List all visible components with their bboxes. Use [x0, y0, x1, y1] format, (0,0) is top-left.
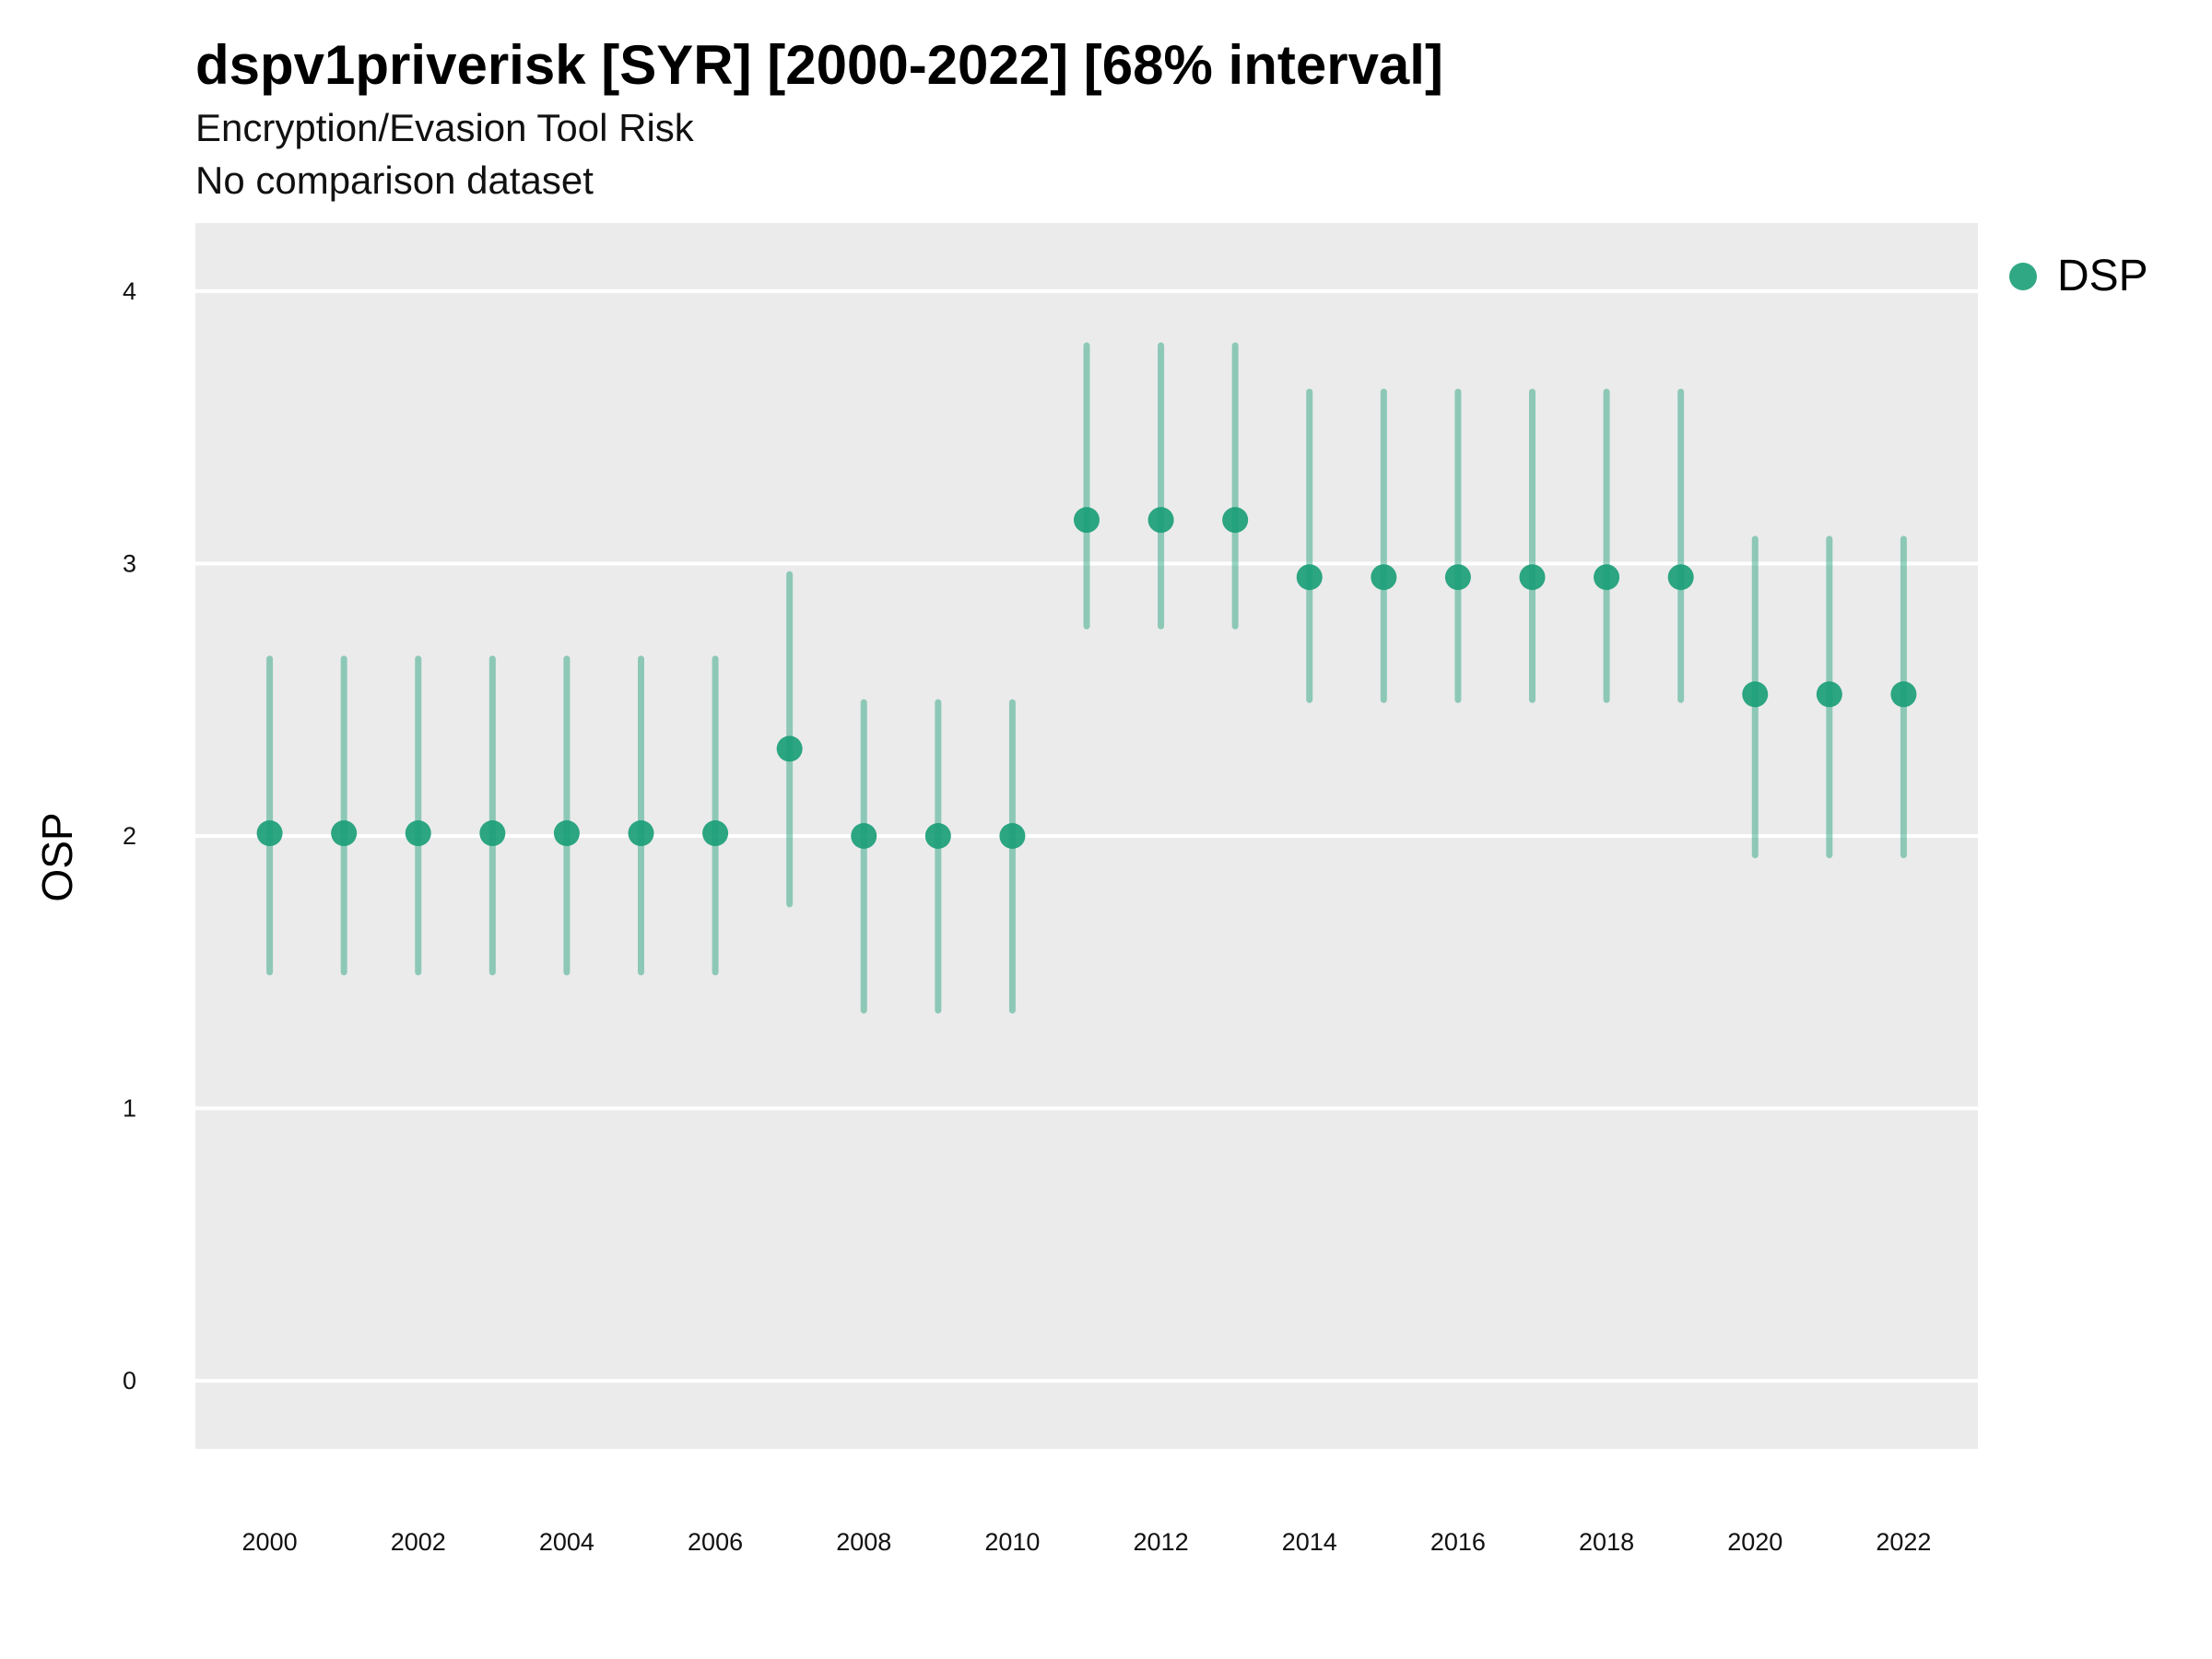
x-tick-label: 2006	[688, 1528, 743, 1556]
data-points	[256, 507, 1917, 849]
x-tick-label: 2008	[836, 1528, 891, 1556]
legend-key-dsp	[2009, 262, 2037, 290]
data-point	[702, 820, 729, 847]
data-point	[1890, 681, 1917, 708]
y-tick-labels: 0 1 2 3 4	[123, 277, 136, 1394]
data-point	[999, 823, 1026, 849]
y-axis-label: OSP	[33, 812, 81, 901]
x-tick-label: 2002	[391, 1528, 446, 1556]
data-point	[1296, 564, 1323, 591]
data-point	[1371, 564, 1397, 591]
x-tick-label: 2014	[1282, 1528, 1337, 1556]
y-tick-label: 1	[123, 1095, 136, 1123]
x-tick-label: 2010	[984, 1528, 1040, 1556]
data-point	[1742, 681, 1769, 708]
data-point	[331, 820, 358, 847]
chart-title: dspv1priverisk [SYR] [2000-2022] [68% in…	[195, 34, 1443, 96]
data-point	[924, 823, 951, 849]
x-tick-label: 2018	[1579, 1528, 1634, 1556]
y-tick-label: 3	[123, 549, 136, 577]
data-point	[851, 823, 877, 849]
data-point	[1444, 564, 1471, 591]
data-point	[776, 735, 803, 762]
data-point	[1147, 507, 1174, 534]
data-point	[1816, 681, 1842, 708]
x-tick-label: 2022	[1876, 1528, 1931, 1556]
data-point	[1667, 564, 1694, 591]
y-tick-label: 2	[123, 822, 136, 850]
x-tick-label: 2016	[1430, 1528, 1486, 1556]
gridlines	[195, 288, 1978, 1383]
data-point	[1074, 507, 1100, 534]
y-tick-label: 0	[123, 1367, 136, 1394]
y-tick-label: 4	[123, 277, 136, 305]
x-tick-labels: 2000 2002 2004 2006 2008 2010 2012 2014 2016 2018…	[242, 1528, 1932, 1556]
x-tick-label: 2012	[1134, 1528, 1189, 1556]
legend: DSP	[2009, 251, 2148, 301]
legend-label-dsp: DSP	[2057, 252, 2148, 300]
data-point	[1594, 564, 1620, 591]
data-point	[256, 820, 283, 847]
data-point	[479, 820, 506, 847]
x-tick-label: 2004	[539, 1528, 594, 1556]
chart-subtitle: Encryption/Evasion Tool Risk	[195, 106, 694, 149]
x-tick-label: 2000	[242, 1528, 298, 1556]
data-point	[405, 820, 431, 847]
data-point	[1519, 564, 1546, 591]
data-point	[628, 820, 654, 847]
chart-subtitle-2: No comparison dataset	[195, 159, 594, 202]
data-point	[1222, 507, 1249, 534]
data-point	[553, 820, 580, 847]
x-tick-label: 2020	[1727, 1528, 1783, 1556]
